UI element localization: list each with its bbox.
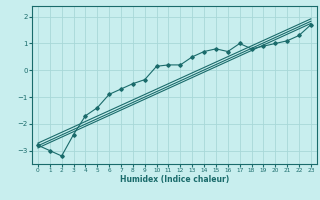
X-axis label: Humidex (Indice chaleur): Humidex (Indice chaleur) [120, 175, 229, 184]
